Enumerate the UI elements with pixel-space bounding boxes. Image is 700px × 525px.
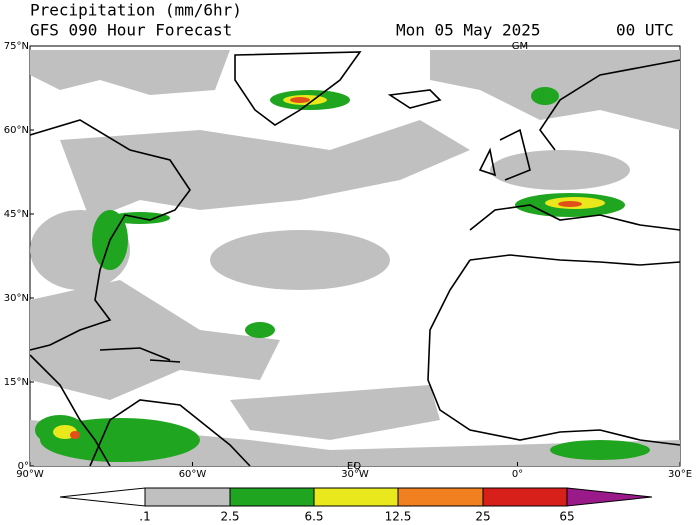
colorbar-label: 65: [559, 510, 574, 524]
colorbar-segment: [566, 487, 653, 507]
precip-intense: [70, 97, 582, 439]
lon-label: 0°: [512, 469, 523, 480]
lon-label: 90°W: [16, 469, 44, 480]
lat-label: 75°N: [4, 41, 29, 52]
precip-light: [30, 50, 680, 466]
colorbar-segment: [397, 487, 484, 507]
colorbar-label: 2.5: [220, 510, 239, 524]
lat-label: 30°N: [4, 293, 29, 304]
colorbar-label: 12.5: [385, 510, 412, 524]
lat-label: 0°: [18, 461, 29, 472]
map-mark: GM: [512, 41, 528, 52]
lat-label: 60°N: [4, 125, 29, 136]
lon-labels: 90°W 60°W 30°W 0° 30°E: [16, 462, 692, 480]
colorbar-label: .1: [139, 510, 150, 524]
map: GM EQ: [29, 41, 681, 472]
lon-label: 30°E: [668, 469, 692, 480]
title: Precipitation (mm/6hr): [30, 1, 242, 20]
colorbar-segment: [482, 487, 568, 507]
lon-label: 30°W: [341, 469, 369, 480]
coastlines: [29, 51, 681, 467]
lon-label: 60°W: [179, 469, 207, 480]
lat-label: 45°N: [4, 209, 29, 220]
lat-label: 15°N: [4, 377, 29, 388]
colorbar-segment: [229, 487, 315, 507]
subtitle: GFS 090 Hour Forecast: [30, 21, 232, 40]
colorbar: [59, 487, 653, 507]
colorbar-labels: .1 2.5 6.5 12.5 25 65: [139, 510, 574, 524]
time: 00 UTC: [616, 21, 674, 40]
colorbar-segment: [144, 487, 231, 507]
colorbar-segment: [59, 487, 146, 507]
colorbar-segment: [313, 487, 399, 507]
colorbar-label: 25: [475, 510, 490, 524]
map-mark: EQ: [347, 461, 361, 472]
lat-labels: 75°N 60°N 45°N 30°N 15°N 0°: [4, 41, 34, 472]
colorbar-label: 6.5: [304, 510, 323, 524]
date: Mon 05 May 2025: [396, 21, 541, 40]
